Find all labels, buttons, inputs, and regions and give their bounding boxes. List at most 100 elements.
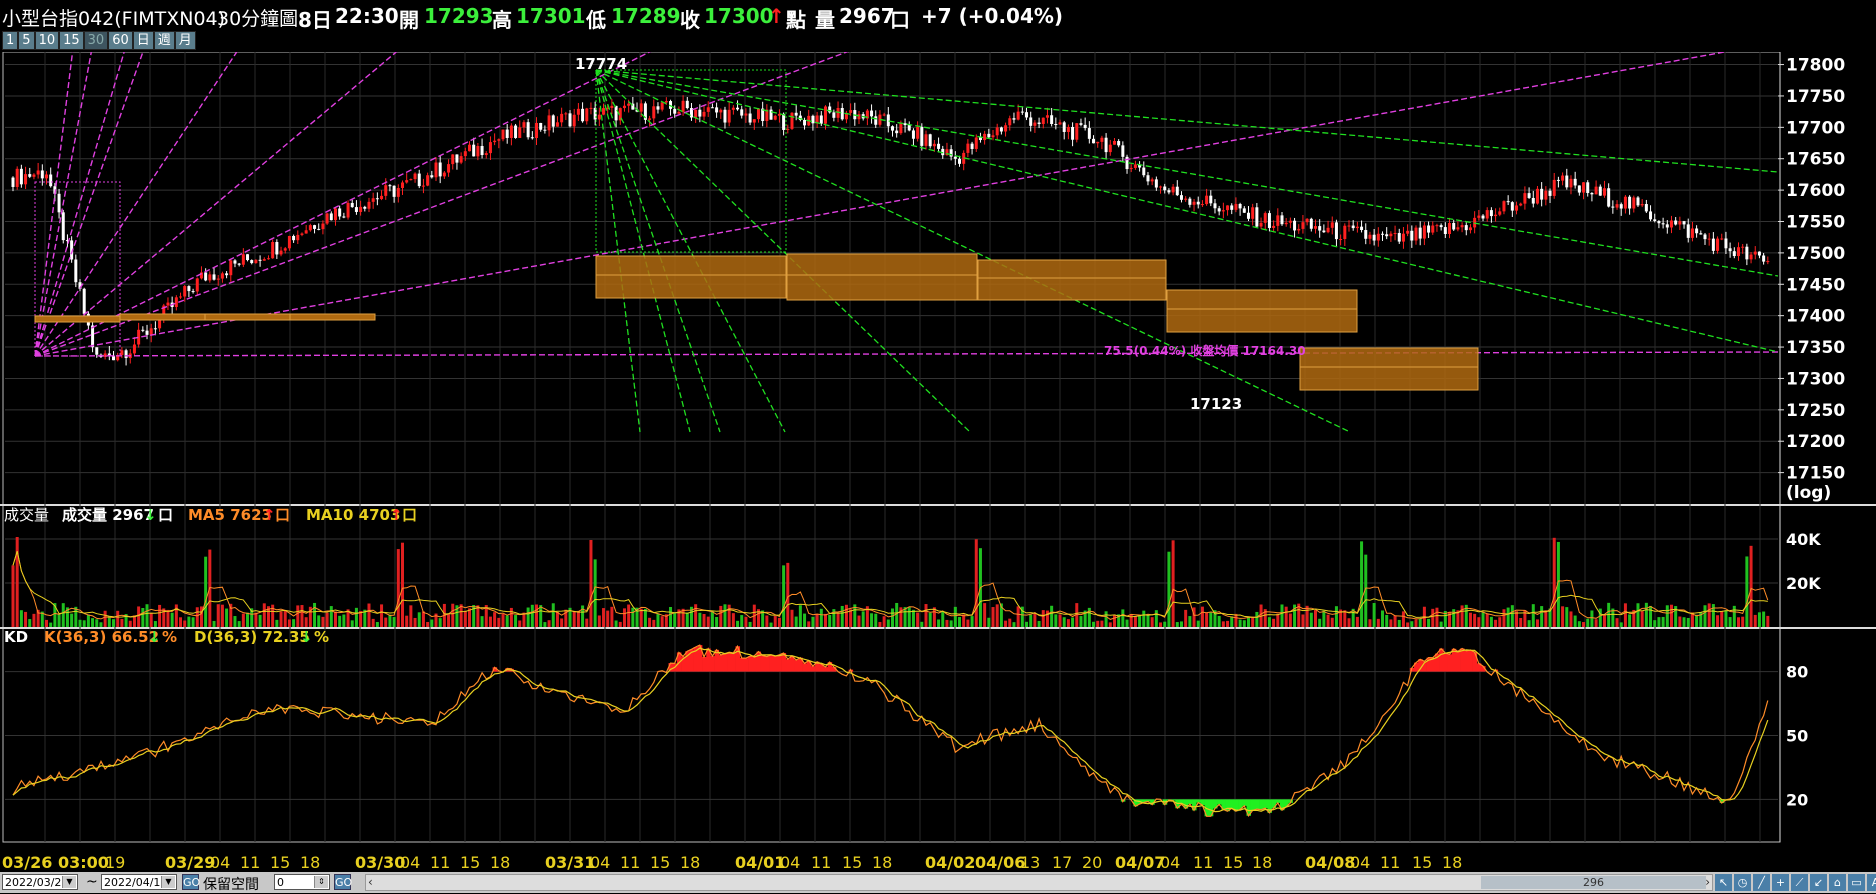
candle-body	[1649, 211, 1652, 219]
candle-body	[225, 273, 228, 275]
scrollbar-thumb[interactable]: 296	[1481, 876, 1706, 889]
chevron-down-icon[interactable]: ▼	[161, 876, 175, 888]
volume-bar	[1151, 617, 1154, 627]
crosshair-icon[interactable]: +	[1772, 874, 1789, 891]
candle-body	[782, 114, 785, 130]
time-axis-label: 15	[842, 853, 862, 872]
reserve-space-input[interactable]: 0⇕	[274, 874, 330, 890]
candle-body	[334, 208, 337, 220]
candle-body	[1285, 223, 1288, 224]
candle-body	[426, 175, 429, 185]
candle-body	[125, 350, 128, 358]
candle-body	[1733, 251, 1736, 256]
volume-bar	[929, 613, 932, 627]
time-axis-label: 04/06	[975, 853, 1025, 872]
volume-bar	[1155, 610, 1158, 627]
ma5-unit-label: 口	[275, 506, 290, 524]
spinner-icon[interactable]: ⇕	[314, 876, 328, 888]
horizontal-scrollbar[interactable]: ‹ 296 ›	[365, 874, 1713, 891]
chart-area[interactable]: 1780017750177001765017600175501750017450…	[0, 52, 1876, 872]
text-tool-icon[interactable]: A	[1867, 874, 1876, 891]
start-date-value: 2022/03/2	[5, 876, 61, 889]
start-date-select[interactable]: 2022/03/2▼	[2, 874, 78, 890]
volume-bar	[1079, 616, 1082, 627]
volume-bar	[707, 617, 710, 627]
time-axis-label: 15	[460, 853, 480, 872]
time-axis-label: 18	[300, 853, 320, 872]
overbought-fill	[769, 655, 774, 672]
change-value: +7 (+0.04%)	[921, 4, 1063, 28]
volume-bar	[426, 622, 429, 627]
candle-body	[824, 106, 827, 123]
candle-body	[883, 114, 886, 115]
time-axis-label: 04	[1160, 853, 1180, 872]
volume-bar	[686, 613, 689, 627]
candle-body	[1163, 187, 1166, 191]
period-button-7[interactable]: 週	[154, 31, 175, 50]
candle-body	[1582, 182, 1585, 192]
candle-body	[447, 164, 450, 172]
period-button-5[interactable]: 60	[108, 31, 133, 50]
candle-body	[112, 356, 115, 360]
volume-bar	[527, 608, 530, 627]
volume-bar	[1063, 617, 1066, 627]
ruler-icon[interactable]: ▭	[1848, 874, 1865, 891]
candle-body	[1586, 182, 1589, 193]
volume-bar	[573, 611, 576, 627]
volume-bar	[1130, 614, 1133, 627]
candle-body	[388, 185, 391, 186]
candle-body	[37, 170, 40, 174]
period-button-2[interactable]: 10	[35, 31, 60, 50]
chevron-left-icon[interactable]: ‹	[368, 875, 373, 889]
price-zone-box	[1167, 290, 1357, 332]
candle-body	[284, 248, 287, 250]
volume-bar	[1461, 605, 1464, 627]
volume-bar	[1561, 606, 1564, 627]
volume-bar	[950, 620, 953, 627]
oversold-fill	[1272, 799, 1277, 808]
period-button-0[interactable]: 1	[2, 31, 18, 50]
period-button-1[interactable]: 5	[18, 31, 34, 50]
volume-bar	[246, 613, 249, 627]
candle-body	[154, 328, 157, 329]
volume-bar	[12, 565, 15, 627]
candle-body	[317, 229, 320, 230]
candle-body	[196, 278, 199, 291]
period-button-8[interactable]: 月	[175, 31, 196, 50]
candle-body	[1075, 123, 1078, 140]
price-tick-label: 17800	[1786, 56, 1845, 76]
candle-body	[326, 213, 329, 223]
end-date-select[interactable]: 2022/04/1▼	[101, 874, 177, 890]
clock-icon[interactable]: ◷	[1734, 874, 1751, 891]
candle-body	[770, 110, 773, 120]
go-button-2[interactable]: GO	[334, 874, 351, 890]
candle-body	[1184, 199, 1187, 200]
go-button[interactable]: GO	[182, 874, 199, 890]
chevron-down-icon[interactable]: ▼	[62, 876, 76, 888]
candle-body	[1628, 197, 1631, 209]
volume-bar	[962, 614, 965, 627]
candle-body	[1641, 204, 1644, 205]
zoom-out-icon[interactable]: ↙	[1810, 874, 1827, 891]
chevron-right-icon[interactable]: ›	[1705, 875, 1710, 889]
candle-body	[623, 106, 626, 108]
volume-bar	[992, 607, 995, 627]
volume-bar	[1017, 606, 1020, 627]
pin-icon[interactable]: ⌂	[1829, 874, 1846, 891]
volume-bar	[300, 605, 303, 627]
candle-body	[1096, 142, 1099, 143]
period-button-6[interactable]: 日	[133, 31, 154, 50]
time-axis-label: 18	[490, 853, 510, 872]
trend-line-icon[interactable]: ╱	[1753, 874, 1770, 891]
fan-line-icon[interactable]: ⟋	[1791, 874, 1808, 891]
low-label: 低	[586, 4, 606, 33]
candle-body	[1155, 179, 1158, 187]
period-button-3[interactable]: 15	[59, 31, 84, 50]
candle-body	[267, 258, 270, 259]
volume-bar	[137, 606, 140, 627]
candle-body	[384, 185, 387, 196]
period-button-4[interactable]: 30	[84, 31, 109, 50]
d-value-label: D(36,3) 72.35	[194, 628, 310, 646]
arrow-tool-icon[interactable]: ↖	[1715, 874, 1732, 891]
volume-bar	[1511, 605, 1514, 627]
